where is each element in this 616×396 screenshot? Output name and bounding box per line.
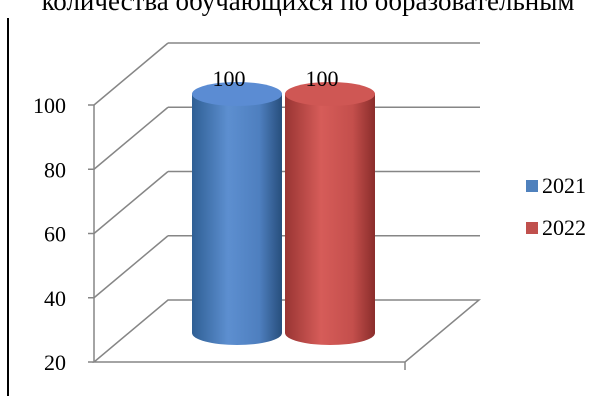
y-tick-label-60: 60 (44, 222, 66, 247)
legend-item-2021: 2021 (526, 172, 586, 200)
gridline-diag-60 (93, 170, 169, 235)
chart-title: количества обучающихся по образовательны… (41, 0, 575, 16)
legend-label-2021: 2021 (542, 173, 586, 198)
gridline-diag-100 (93, 42, 169, 106)
bar-2022 (285, 82, 375, 345)
y-tick-label-100: 100 (33, 93, 66, 118)
legend-swatch-2021 (526, 180, 538, 192)
bar-body-2022 (285, 94, 375, 345)
bar-top-2022 (285, 82, 375, 106)
legend-swatch-2022 (526, 222, 538, 234)
bar-top-2021 (192, 82, 282, 106)
labels-layer: 100 100 (213, 66, 339, 91)
chart-floor (91, 299, 482, 363)
y-tick-label-80: 80 (44, 157, 66, 182)
legend: 2021 2022 (526, 172, 586, 256)
bar-body-2021 (192, 94, 282, 345)
bars-layer (192, 82, 375, 345)
bar-2021 (192, 82, 282, 345)
y-tick-label-40: 40 (44, 286, 66, 311)
gridline-diag-80 (93, 106, 169, 170)
legend-item-2022: 2022 (526, 214, 586, 242)
axis-layer: 20 40 60 80 100 (33, 93, 406, 375)
gridline-diag-40 (93, 235, 169, 299)
y-tick-label-20: 20 (44, 350, 66, 375)
data-label-2022: 100 (306, 66, 339, 91)
chart-frame-left (7, 18, 9, 396)
data-label-2021: 100 (213, 66, 246, 91)
legend-label-2022: 2022 (542, 215, 586, 240)
